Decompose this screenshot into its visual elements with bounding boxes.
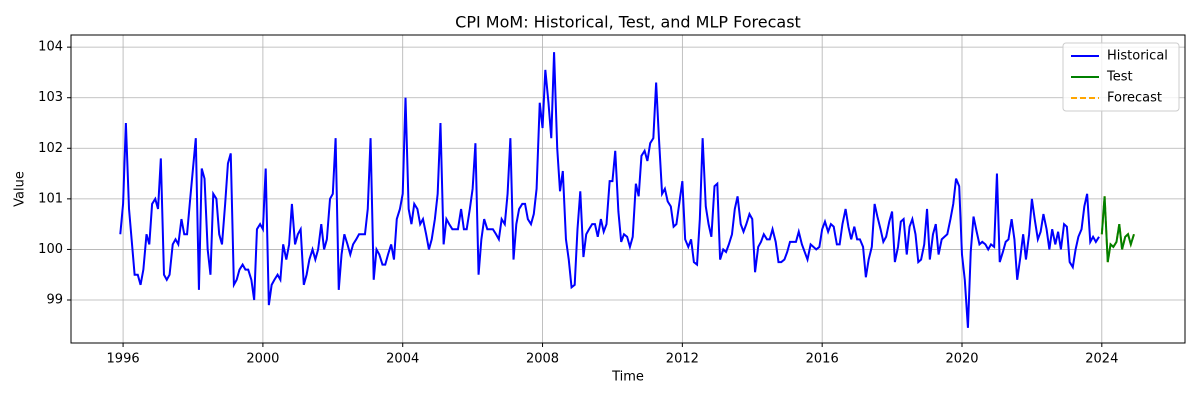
x-tick-label: 2008	[526, 352, 559, 367]
x-tick-label: 2000	[246, 352, 279, 367]
legend-label: Forecast	[1107, 91, 1162, 106]
y-tick-label: 101	[38, 191, 63, 206]
legend-label: Test	[1106, 70, 1133, 85]
x-tick-label: 2016	[806, 352, 839, 367]
y-tick-label: 104	[38, 40, 63, 55]
y-tick-label: 102	[38, 141, 63, 156]
y-tick-label: 100	[38, 242, 63, 257]
x-tick-label: 2020	[945, 352, 978, 367]
y-tick-label: 99	[46, 293, 63, 308]
x-axis-label: Time	[611, 370, 644, 385]
chart-title: CPI MoM: Historical, Test, and MLP Forec…	[455, 13, 801, 32]
legend-label: Historical	[1107, 49, 1168, 64]
series-line	[119, 52, 1100, 328]
plot-frame	[70, 34, 1186, 344]
y-axis-label: Value	[13, 171, 28, 207]
legend: Historical Test Forecast	[1062, 42, 1180, 112]
x-tick-label: 2012	[666, 352, 699, 367]
x-tick-label: 2024	[1085, 352, 1118, 367]
series-line	[1100, 196, 1135, 263]
legend-box	[1062, 42, 1180, 112]
x-tick-label: 2004	[386, 352, 419, 367]
x-tick-label: 1996	[107, 352, 140, 367]
y-tick-label: 103	[38, 90, 63, 105]
